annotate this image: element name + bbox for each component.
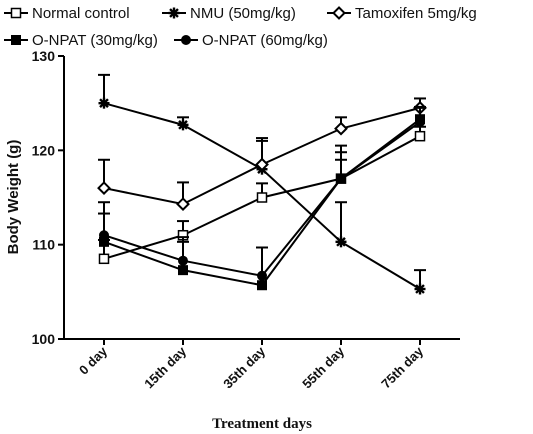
legend-item: Tamoxifen 5mg/kg bbox=[327, 5, 477, 22]
legend-label: Tamoxifen 5mg/kg bbox=[355, 5, 477, 22]
legend-label: NMU (50mg/kg) bbox=[190, 5, 296, 22]
legend-item: NMU (50mg/kg) bbox=[162, 5, 296, 22]
x-tick-label: 55th day bbox=[299, 343, 347, 391]
y-tick-label: 120 bbox=[32, 142, 56, 158]
plot-area bbox=[97, 73, 427, 295]
y-tick-label: 110 bbox=[32, 237, 55, 253]
legend-item: Normal control bbox=[4, 5, 130, 22]
x-tick-label: 15th day bbox=[141, 343, 189, 391]
y-tick-label: 130 bbox=[32, 48, 56, 64]
legend-marker bbox=[10, 7, 22, 19]
y-tick-label: 100 bbox=[32, 331, 56, 347]
data-point bbox=[98, 253, 110, 265]
data-point bbox=[334, 121, 348, 136]
data-point bbox=[255, 157, 269, 172]
data-point bbox=[414, 130, 426, 142]
legend-item: O-NPAT (30mg/kg) bbox=[4, 32, 158, 49]
data-point bbox=[414, 283, 426, 295]
legend-item: O-NPAT (60mg/kg) bbox=[174, 32, 328, 49]
data-point bbox=[178, 255, 188, 266]
y-ticks: 100 110 120 130 bbox=[32, 48, 64, 347]
data-point bbox=[257, 280, 267, 291]
data-point bbox=[177, 119, 189, 131]
legend-label: O-NPAT (60mg/kg) bbox=[202, 32, 328, 49]
legend-marker bbox=[181, 35, 191, 45]
x-axis-label: Treatment days bbox=[212, 416, 312, 432]
legend-marker bbox=[168, 7, 180, 19]
data-point bbox=[178, 265, 188, 276]
legend-label: O-NPAT (30mg/kg) bbox=[32, 32, 158, 49]
y-axis-label: Body Weight (g) bbox=[5, 140, 22, 255]
data-point bbox=[99, 230, 109, 241]
data-point bbox=[415, 117, 425, 128]
x-tick-label: 75th day bbox=[378, 343, 426, 391]
data-point bbox=[335, 236, 347, 248]
data-point bbox=[256, 192, 268, 203]
data-point bbox=[336, 173, 346, 184]
x-tick-label: 0 day bbox=[76, 343, 111, 378]
data-point bbox=[176, 197, 190, 212]
legend-marker bbox=[11, 35, 21, 45]
legend-label: Normal control bbox=[32, 5, 130, 22]
legend-marker bbox=[332, 6, 346, 20]
x-tick-label: 35th day bbox=[220, 343, 268, 391]
legend: Normal control NMU (50mg/kg) Tamoxifen 5mg… bbox=[4, 5, 477, 49]
x-ticks: 0 day 15th day 35th day 55th day 75th day bbox=[76, 339, 427, 391]
series-5 bbox=[98, 106, 426, 281]
data-point bbox=[98, 97, 110, 109]
data-point bbox=[257, 270, 267, 281]
data-point bbox=[97, 181, 111, 195]
